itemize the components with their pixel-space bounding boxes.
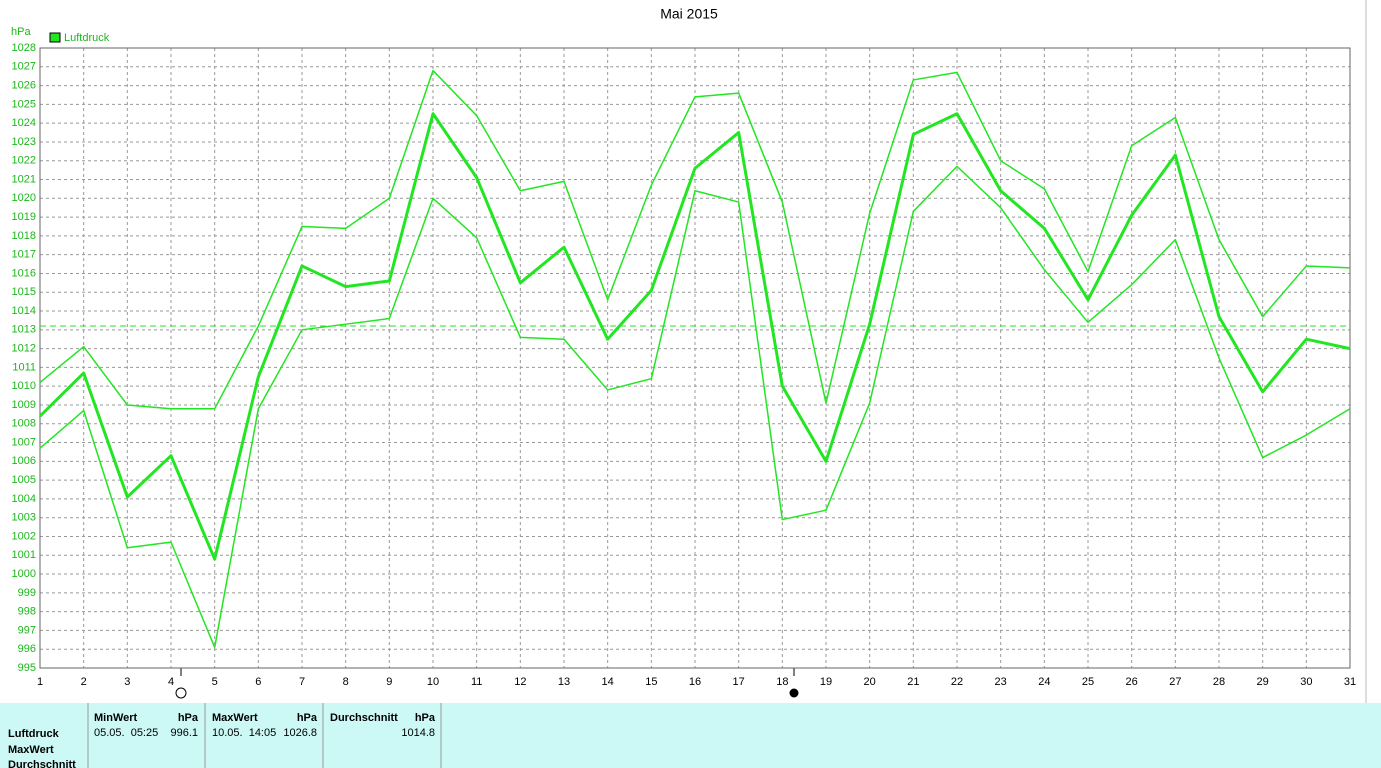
x-tick-label: 24 xyxy=(1038,676,1050,688)
x-tick-label: 6 xyxy=(255,676,261,688)
y-tick-label: 1024 xyxy=(12,117,36,129)
x-tick-label: 25 xyxy=(1082,676,1094,688)
series-line xyxy=(39,165,1351,649)
y-tick-label: 997 xyxy=(18,624,36,636)
x-tick-label: 16 xyxy=(689,676,701,688)
y-tick-label: 1013 xyxy=(12,324,36,336)
y-tick-label: 1026 xyxy=(12,79,36,91)
y-tick-label: 1020 xyxy=(12,192,36,204)
y-tick-label: 1002 xyxy=(12,530,36,542)
x-tick-label: 19 xyxy=(820,676,832,688)
legend-swatch xyxy=(49,32,61,43)
x-tick-label: 31 xyxy=(1344,676,1356,688)
x-tick-label: 17 xyxy=(733,676,745,688)
y-unit: hPa xyxy=(11,26,31,38)
y-tick-label: 1008 xyxy=(12,418,36,430)
col-unit: hPa xyxy=(178,712,199,724)
y-tick-label: 1027 xyxy=(12,61,36,73)
x-tick-label: 30 xyxy=(1300,676,1312,688)
y-tick-label: 1012 xyxy=(12,343,36,355)
y-tick-label: 1022 xyxy=(12,155,36,167)
row-label: Luftdruck xyxy=(8,728,60,740)
x-tick-label: 9 xyxy=(386,676,392,688)
y-tick-label: 999 xyxy=(18,587,36,599)
y-tick-label: 1006 xyxy=(12,455,36,467)
y-tick-label: 1011 xyxy=(12,361,36,373)
x-tick-label: 29 xyxy=(1257,676,1269,688)
legend-label: Luftdruck xyxy=(64,32,110,44)
x-tick-label: 14 xyxy=(602,676,614,688)
cell-date: 05.05. 05:25 xyxy=(94,727,158,739)
row-label: MaxWert xyxy=(8,744,54,756)
y-tick-label: 1021 xyxy=(12,173,36,185)
stats-panel xyxy=(0,703,1381,768)
y-tick-label: 1017 xyxy=(12,249,36,261)
x-tick-label: 4 xyxy=(168,676,174,688)
stats-table: Luftdruck MaxWert Durchschnitt MinWert h… xyxy=(8,703,442,768)
y-tick-label: 1023 xyxy=(12,136,36,148)
x-tick-label: 12 xyxy=(514,676,526,688)
full-moon-icon xyxy=(175,687,187,699)
cell-value: 1014.8 xyxy=(401,727,435,739)
x-tick-label: 26 xyxy=(1126,676,1138,688)
x-tick-label: 18 xyxy=(776,676,788,688)
series-line xyxy=(39,69,1351,410)
x-tick-label: 21 xyxy=(907,676,919,688)
x-tick-label: 10 xyxy=(427,676,439,688)
y-tick-label: 1019 xyxy=(12,211,36,223)
plot-frame xyxy=(39,47,1351,669)
col-header: Durchschnitt xyxy=(330,712,398,724)
y-tick-label: 1000 xyxy=(12,568,36,580)
cell-value: 996.1 xyxy=(170,727,198,739)
y-tick-label: 1015 xyxy=(12,286,36,298)
x-tick-label: 3 xyxy=(124,676,130,688)
x-tick-label: 1 xyxy=(37,676,43,688)
y-tick-label: 1001 xyxy=(12,549,36,561)
y-tick-label: 1003 xyxy=(12,512,36,524)
y-tick-label: 1014 xyxy=(12,305,36,317)
col-header: MinWert xyxy=(94,712,138,724)
x-tick-label: 22 xyxy=(951,676,963,688)
x-tick-label: 27 xyxy=(1169,676,1181,688)
x-tick-label: 11 xyxy=(471,676,482,688)
y-tick-label: 996 xyxy=(18,643,36,655)
y-tick-label: 1009 xyxy=(12,399,36,411)
y-tick-label: 1010 xyxy=(12,380,36,392)
y-tick-label: 998 xyxy=(18,606,36,618)
new-moon-icon xyxy=(789,688,799,698)
cell-value: 1026.8 xyxy=(283,727,317,739)
chart-title: Mai 2015 xyxy=(660,6,718,22)
y-tick-label: 1028 xyxy=(12,42,36,54)
x-tick-label: 23 xyxy=(995,676,1007,688)
y-tick-label: 1016 xyxy=(12,267,36,279)
x-tick-label: 15 xyxy=(645,676,657,688)
x-tick-label: 13 xyxy=(558,676,570,688)
y-tick-label: 1018 xyxy=(12,230,36,242)
y-tick-label: 1025 xyxy=(12,98,36,110)
y-tick-label: 995 xyxy=(18,662,36,674)
x-tick-label: 20 xyxy=(864,676,876,688)
x-tick-label: 5 xyxy=(212,676,218,688)
x-tick-label: 28 xyxy=(1213,676,1225,688)
x-tick-label: 7 xyxy=(299,676,305,688)
x-tick-label: 8 xyxy=(343,676,349,688)
series-line xyxy=(38,112,1351,561)
row-label: Durchschnitt xyxy=(8,759,76,768)
y-tick-label: 1007 xyxy=(12,436,36,448)
y-tick-label: 1005 xyxy=(12,474,36,486)
x-tick-label: 2 xyxy=(81,676,87,688)
col-unit: hPa xyxy=(415,712,436,724)
y-tick-label: 1004 xyxy=(12,493,36,505)
col-unit: hPa xyxy=(297,712,318,724)
col-header: MaxWert xyxy=(212,712,258,724)
cell-date: 10.05. 14:05 xyxy=(212,727,276,739)
